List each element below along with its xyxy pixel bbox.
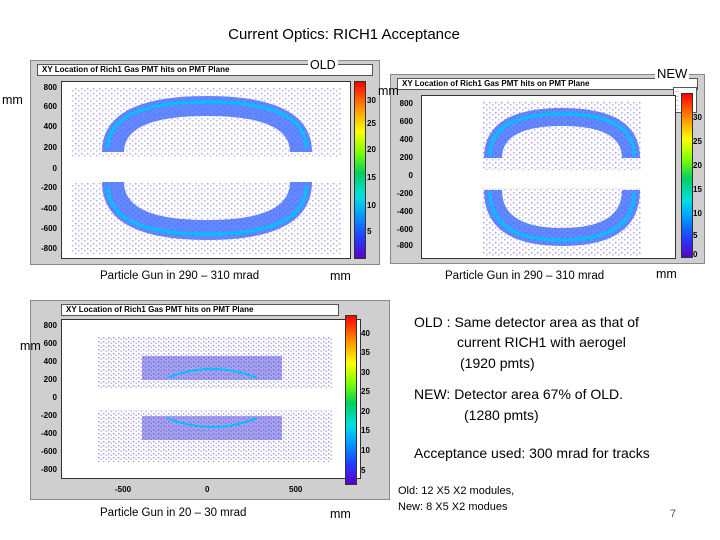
ztick: 15 bbox=[367, 173, 376, 182]
ytick: -800 bbox=[40, 244, 57, 253]
caption-old: Particle Gun in 290 – 310 mrad bbox=[100, 270, 260, 282]
plot-low-header: XY Location of Rich1 Gas PMT hits on PMT… bbox=[61, 304, 339, 316]
ytick: 800 bbox=[43, 321, 57, 330]
plot-old-header: XY Location of Rich1 Gas PMT hits on PMT… bbox=[37, 64, 373, 76]
plot-new: XY Location of Rich1 Gas PMT hits on PMT… bbox=[390, 74, 705, 264]
plot-old: XY Location of Rich1 Gas PMT hits on PMT… bbox=[30, 60, 380, 265]
ytick: -400 bbox=[40, 204, 57, 213]
ztick: 35 bbox=[361, 348, 370, 357]
xtick: 0 bbox=[205, 485, 210, 494]
ytick: 0 bbox=[408, 171, 413, 180]
label-old: OLD bbox=[308, 58, 338, 72]
note-old-line1: OLD : Same detector area as that of bbox=[414, 314, 639, 330]
plot-low-colorbar bbox=[345, 315, 357, 485]
plot-old-colorbar bbox=[354, 81, 366, 259]
label-new: NEW bbox=[655, 66, 690, 81]
ytick: -400 bbox=[396, 207, 413, 216]
note-old-line3: (1920 pmts) bbox=[460, 355, 535, 371]
plot-low: XY Location of Rich1 Gas PMT hits on PMT… bbox=[30, 300, 390, 500]
ytick: 800 bbox=[399, 99, 413, 108]
axis-unit-new-x: mm bbox=[656, 267, 677, 281]
ytick: 400 bbox=[43, 122, 57, 131]
plot-old-hits bbox=[72, 87, 342, 254]
ytick: -600 bbox=[40, 224, 57, 233]
plot-new-area bbox=[421, 95, 676, 259]
ztick: 10 bbox=[361, 446, 370, 455]
plot-low-area bbox=[61, 319, 361, 479]
ztick: 15 bbox=[361, 426, 370, 435]
slide-title: Current Optics: RICH1 Acceptance bbox=[228, 26, 460, 43]
ytick: -800 bbox=[40, 465, 57, 474]
note-modules-old: Old: 12 X5 X2 modules, bbox=[398, 485, 515, 497]
axis-unit-new-y: mm bbox=[378, 84, 399, 98]
caption-low: Particle Gun in 20 – 30 mrad bbox=[100, 507, 247, 519]
ztick: 40 bbox=[361, 329, 370, 338]
ztick: 5 bbox=[367, 227, 372, 236]
ytick: 800 bbox=[43, 83, 57, 92]
ztick: 20 bbox=[361, 407, 370, 416]
plot-new-header: XY Location of Rich1 Gas PMT hits on PMT… bbox=[397, 78, 698, 90]
ytick: -800 bbox=[396, 241, 413, 250]
ztick: 20 bbox=[367, 145, 376, 154]
ytick: -400 bbox=[40, 429, 57, 438]
ztick: 10 bbox=[693, 209, 702, 218]
page-number: 7 bbox=[670, 508, 677, 520]
ytick: -600 bbox=[396, 225, 413, 234]
axis-unit-old-x: mm bbox=[330, 269, 351, 283]
ytick: 200 bbox=[43, 375, 57, 384]
xtick: 500 bbox=[289, 485, 303, 494]
ztick: 25 bbox=[693, 137, 702, 146]
axis-unit-low-x: mm bbox=[330, 507, 351, 521]
note-acceptance: Acceptance used: 300 mrad for tracks bbox=[414, 445, 650, 461]
ztick: 10 bbox=[367, 201, 376, 210]
xtick: -500 bbox=[115, 485, 132, 494]
caption-new: Particle Gun in 290 – 310 mrad bbox=[445, 270, 605, 282]
ytick: 0 bbox=[52, 164, 57, 173]
note-new-line2: (1280 pmts) bbox=[464, 407, 539, 423]
ytick: 400 bbox=[399, 135, 413, 144]
ztick: 5 bbox=[693, 231, 698, 240]
ztick: 0 bbox=[693, 250, 698, 259]
axis-unit-low-y: mm bbox=[20, 339, 41, 353]
ytick: 400 bbox=[43, 357, 57, 366]
axis-unit-old-y: mm bbox=[2, 93, 23, 107]
plot-low-hits bbox=[97, 336, 332, 462]
ytick: -200 bbox=[40, 411, 57, 420]
plot-new-hits bbox=[482, 102, 642, 256]
ytick: 600 bbox=[399, 117, 413, 126]
ztick: 5 bbox=[361, 466, 366, 475]
plot-new-colorbar bbox=[681, 93, 693, 258]
note-old-line2: current RICH1 with aerogel bbox=[457, 334, 626, 350]
ztick: 25 bbox=[361, 387, 370, 396]
ytick: 600 bbox=[43, 102, 57, 111]
note-new-line1: NEW: Detector area 67% of OLD. bbox=[414, 386, 624, 402]
ztick: 20 bbox=[693, 161, 702, 170]
ytick: -200 bbox=[40, 183, 57, 192]
note-modules-new: New: 8 X5 X2 modues bbox=[398, 501, 508, 513]
ytick: 0 bbox=[52, 393, 57, 402]
ztick: 30 bbox=[367, 96, 376, 105]
ytick: 200 bbox=[43, 143, 57, 152]
plot-old-area bbox=[61, 81, 351, 259]
ytick: -600 bbox=[40, 447, 57, 456]
ztick: 30 bbox=[361, 368, 370, 377]
ztick: 30 bbox=[693, 113, 702, 122]
ytick: 600 bbox=[43, 339, 57, 348]
ztick: 15 bbox=[693, 185, 702, 194]
ytick: -200 bbox=[396, 189, 413, 198]
ytick: 200 bbox=[399, 153, 413, 162]
ztick: 25 bbox=[367, 119, 376, 128]
